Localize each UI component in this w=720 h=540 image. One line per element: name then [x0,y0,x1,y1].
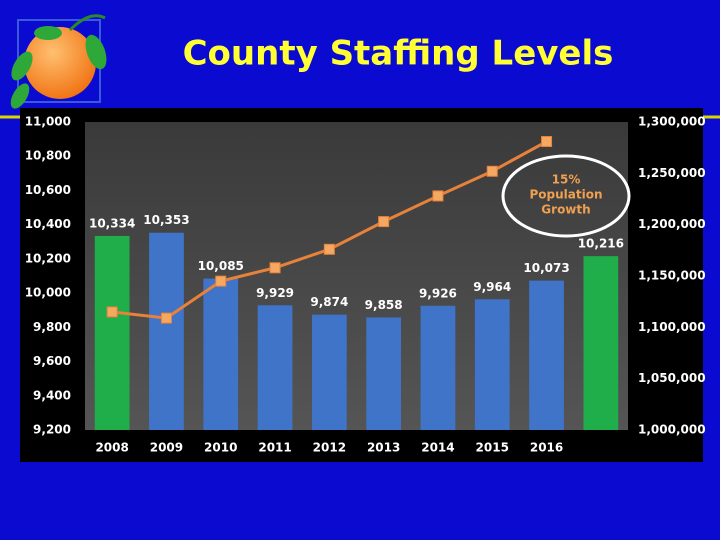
x-tick-label: 2016 [530,441,563,455]
line-marker [160,312,172,324]
annotation: Population [529,188,602,202]
x-tick-label: 2010 [204,441,237,455]
data-label: 9,926 [419,286,457,300]
logo [10,14,107,109]
data-label: 10,085 [198,259,244,273]
line-marker [269,262,281,274]
line-marker [378,216,390,228]
x-tick-label: 2011 [258,441,291,455]
annotation: 15% [552,173,581,187]
line-marker [323,243,335,255]
y2-tick-label: 1,050,000 [638,371,706,385]
line-marker [541,136,553,148]
y-tick-label: 10,800 [25,149,71,163]
y2-tick-label: 1,300,000 [638,115,706,129]
line-marker [106,306,118,318]
chart-title: County Staffing Levels [183,34,614,74]
x-tick-label: 2009 [150,441,183,455]
bar [420,305,456,430]
bar [474,299,510,430]
data-label: 10,353 [143,213,189,227]
y-tick-label: 10,600 [25,183,71,197]
y2-tick-label: 1,100,000 [638,320,706,334]
x-tick-label: 2008 [95,441,128,455]
y2-tick-label: 1,200,000 [638,217,706,231]
y-tick-label: 11,000 [25,115,71,129]
y2-tick-label: 1,150,000 [638,269,706,283]
y-tick-label: 9,800 [33,320,71,334]
x-tick-label: 2013 [367,441,400,455]
y-tick-label: 10,000 [25,286,71,300]
data-label: 9,858 [365,298,403,312]
x-tick-label: 2015 [476,441,509,455]
data-label: 10,216 [578,237,624,251]
annotation-ring [501,154,631,238]
data-label: 9,964 [473,280,511,294]
y2-tick-label: 1,000,000 [638,423,706,437]
bar [311,314,347,430]
bar [203,278,239,430]
line-marker [486,165,498,177]
y-tick-label: 9,600 [33,354,71,368]
bar [94,235,130,430]
y-tick-label: 9,200 [33,423,71,437]
line-marker [215,275,227,287]
data-label: 10,073 [523,261,569,275]
bar [583,256,619,430]
data-label: 9,874 [310,295,348,309]
y-tick-label: 10,200 [25,251,71,265]
data-label: 10,334 [89,216,135,230]
bar [149,232,184,430]
data-label: 9,929 [256,286,294,300]
annotation: Growth [541,203,590,217]
line-marker [432,190,444,202]
x-tick-label: 2012 [313,441,346,455]
x-tick-label: 2014 [421,441,454,455]
bar [529,280,564,430]
y-tick-label: 10,400 [25,217,71,231]
y-tick-label: 9,400 [33,388,71,402]
bar [366,317,402,430]
bar [257,305,293,430]
y2-tick-label: 1,250,000 [638,166,706,180]
